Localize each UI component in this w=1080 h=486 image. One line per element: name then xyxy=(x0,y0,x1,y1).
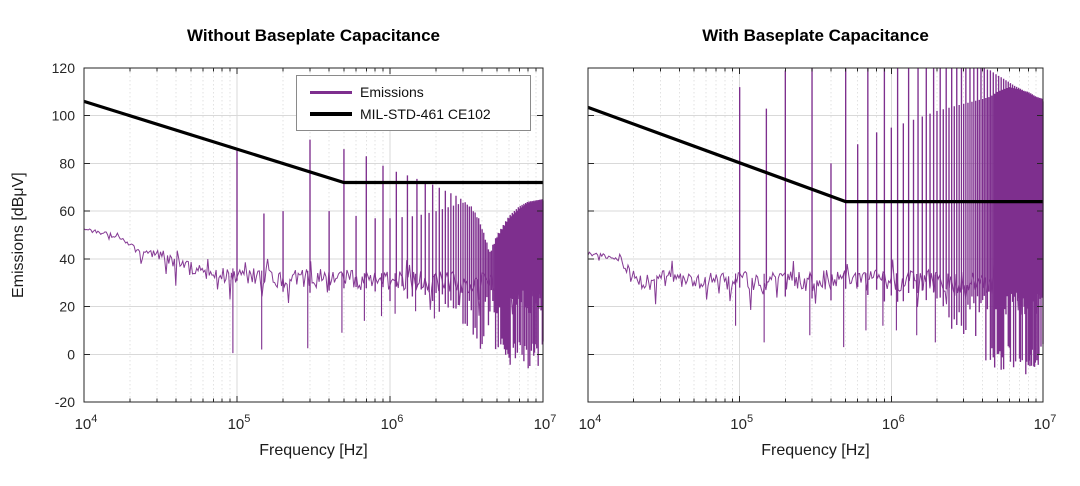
x-tick-label: 107 xyxy=(534,413,557,433)
harmonic-spikes xyxy=(236,139,544,369)
limit-line-sample xyxy=(310,112,352,116)
y-tick-label: 80 xyxy=(59,155,75,171)
axes xyxy=(587,67,1044,403)
limit-line-series xyxy=(83,99,543,185)
y-tick-label: 20 xyxy=(59,299,75,315)
subplot-left: -20 0 20 40 60 80 100 120 104 105 106 107 xyxy=(52,60,557,433)
legend-label-limit: MIL-STD-461 CE102 xyxy=(360,106,491,122)
x-axis-label-right: Frequency [Hz] xyxy=(761,442,870,459)
x-tick-label: 104 xyxy=(579,413,602,433)
subplot-right: 104 105 106 107 xyxy=(579,67,1057,433)
legend-label-emissions: Emissions xyxy=(360,84,424,100)
plot-border xyxy=(83,67,544,403)
axes xyxy=(83,67,544,403)
x-axis-label-left: Frequency [Hz] xyxy=(259,442,368,459)
legend: Emissions MIL-STD-461 CE102 xyxy=(296,75,531,131)
plot-border xyxy=(587,67,1044,403)
y-tick-label: -20 xyxy=(55,394,75,410)
legend-item-emissions: Emissions xyxy=(310,84,530,100)
spectral-nulls xyxy=(735,273,936,348)
y-tick-label: 40 xyxy=(59,251,75,267)
y-tick-label: 120 xyxy=(52,60,76,76)
emissions-line-sample xyxy=(310,90,352,94)
y-tick-label: 100 xyxy=(52,108,76,124)
harmonic-spikes xyxy=(738,68,1044,375)
plot-title-right: With Baseplate Capacitance xyxy=(702,26,929,45)
emissions-series xyxy=(587,68,1044,375)
y-tick-label: 60 xyxy=(59,203,75,219)
y-tick-label: 0 xyxy=(67,346,75,362)
x-tick-label: 106 xyxy=(882,413,905,433)
plot-title-left: Without Baseplate Capacitance xyxy=(186,26,441,45)
legend-item-limit: MIL-STD-461 CE102 xyxy=(310,106,530,122)
noise-floor-line xyxy=(83,228,544,316)
spectral-nulls xyxy=(232,268,435,354)
emissions-series xyxy=(83,139,544,369)
x-tick-label: 105 xyxy=(730,413,753,433)
x-tick-label: 105 xyxy=(228,413,251,433)
x-tick-label: 107 xyxy=(1034,413,1057,433)
limit-line-series xyxy=(587,105,1043,204)
x-tick-label: 104 xyxy=(75,413,98,433)
noise-floor-line xyxy=(587,251,1044,315)
x-tick-label: 106 xyxy=(381,413,404,433)
y-axis-label: Emissions [dBμV] xyxy=(10,172,27,298)
grid xyxy=(588,68,1043,402)
